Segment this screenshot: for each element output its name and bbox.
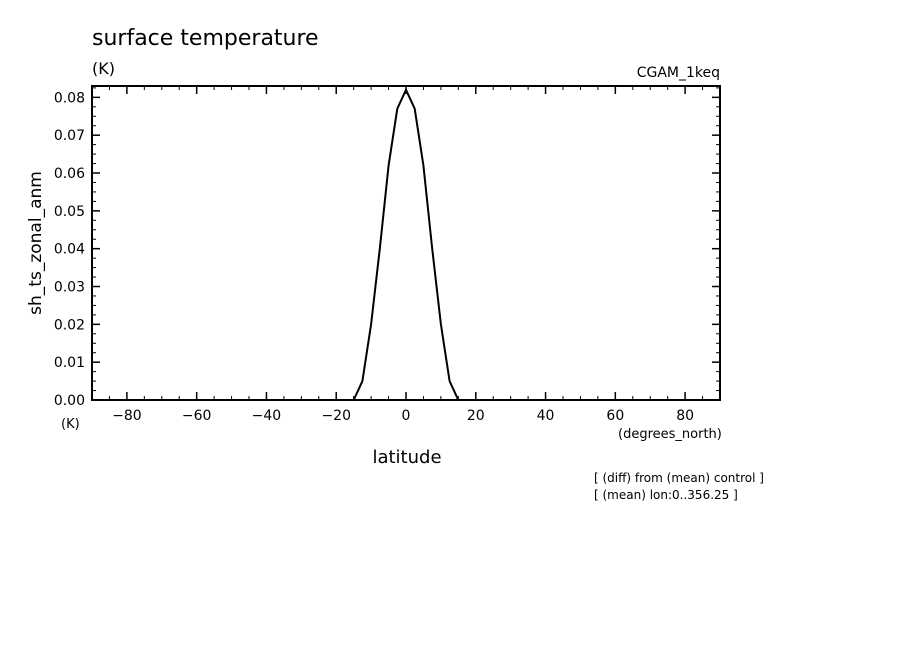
x-tick-label: 60 xyxy=(606,408,624,424)
x-axis-label: latitude xyxy=(372,447,441,468)
y-axis-units: (K) xyxy=(61,417,80,432)
x-tick-label: 80 xyxy=(676,408,694,424)
y-tick-label: 0.02 xyxy=(54,317,85,333)
y-tick-label: 0.07 xyxy=(54,128,85,144)
annotation-diff: [ (diff) from (mean) control ] xyxy=(594,471,764,485)
plot-frame xyxy=(91,85,721,401)
y-tick-label: 0.06 xyxy=(54,166,85,182)
chart-title: surface temperature xyxy=(92,26,319,51)
x-tick-label: −40 xyxy=(252,408,282,424)
x-tick-label: −20 xyxy=(321,408,351,424)
x-axis-units: (degrees_north) xyxy=(618,427,722,442)
x-tick-label: 20 xyxy=(467,408,485,424)
y-tick-label: 0.01 xyxy=(54,355,85,371)
annotation-mean: [ (mean) lon:0..356.25 ] xyxy=(594,488,738,502)
x-tick-label: −60 xyxy=(182,408,212,424)
x-tick-label: −80 xyxy=(112,408,142,424)
y-tick-label: 0.00 xyxy=(54,393,85,409)
series-line xyxy=(92,87,720,401)
y-axis-label: sh_ts_zonal_anm xyxy=(26,171,46,315)
x-tick-label: 0 xyxy=(402,408,411,424)
y-tick-label: 0.03 xyxy=(54,280,85,296)
x-tick-label: 40 xyxy=(537,408,555,424)
run-label: CGAM_1keq xyxy=(637,65,720,81)
y-tick-label: 0.05 xyxy=(54,204,85,220)
title-units: (K) xyxy=(92,59,115,78)
y-tick-label: 0.04 xyxy=(54,242,85,258)
y-tick-label: 0.08 xyxy=(54,90,85,106)
